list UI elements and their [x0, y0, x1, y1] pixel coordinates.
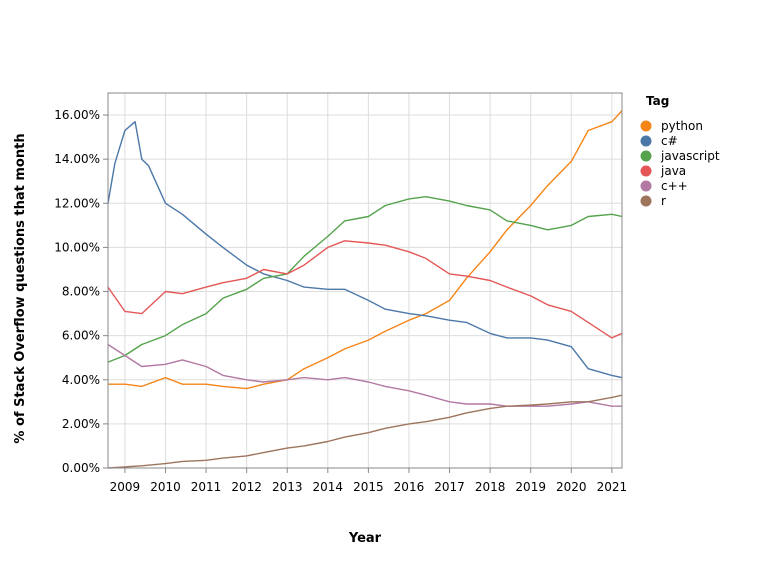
- x-tick-label: 2009: [110, 480, 141, 494]
- y-tick-label: 4.00%: [62, 373, 100, 387]
- series-line-c-: [107, 343, 622, 407]
- y-axis-title: % of Stack Overflow questions that month: [13, 133, 28, 443]
- legend-swatch: [640, 150, 652, 162]
- x-tick-label: 2015: [353, 480, 384, 494]
- x-tick-label: 2014: [313, 480, 344, 494]
- series-line-r: [107, 394, 623, 469]
- x-tick-label: 2021: [597, 480, 628, 494]
- x-tick-label: 2010: [150, 480, 181, 494]
- y-tick-label: 6.00%: [62, 329, 100, 343]
- y-tick-label: 14.00%: [54, 152, 100, 166]
- y-axis: 0.00% 2.00% 4.00% 6.00% 8.00% 10.00% 12.00% 14.…: [54, 108, 108, 475]
- x-tick-label: 2013: [272, 480, 303, 494]
- legend-label: java: [660, 164, 686, 178]
- y-tick-label: 12.00%: [54, 196, 100, 210]
- x-tick-label: 2016: [394, 480, 425, 494]
- x-axis: 2009 2010 2011 2012 2013 2014 2015 2016 2017 2018…: [110, 468, 627, 494]
- series-line-python: [108, 110, 623, 390]
- x-tick-label: 2011: [191, 480, 222, 494]
- y-tick-label: 10.00%: [54, 240, 100, 254]
- legend-title: Tag: [646, 94, 669, 108]
- x-tick-label: 2020: [556, 480, 587, 494]
- series-line-javascript: [107, 195, 623, 363]
- y-tick-label: 2.00%: [62, 417, 100, 431]
- legend-label: javascript: [660, 149, 720, 163]
- legend-label: python: [661, 119, 703, 133]
- series-line-java: [107, 240, 623, 339]
- series-lines: [107, 110, 623, 469]
- x-tick-label: 2019: [515, 480, 546, 494]
- y-tick-label: 16.00%: [54, 108, 100, 122]
- legend-swatch: [640, 135, 652, 147]
- grid: [108, 93, 622, 469]
- x-tick-label: 2017: [434, 480, 465, 494]
- x-tick-label: 2018: [475, 480, 506, 494]
- legend-swatch: [640, 180, 652, 192]
- legend-label: r: [661, 194, 666, 208]
- legend-swatch: [640, 120, 652, 132]
- plot-frame: [107, 92, 623, 469]
- legend-swatch: [640, 165, 652, 177]
- legend-label: c#: [661, 134, 678, 148]
- x-axis-title: Year: [348, 531, 382, 546]
- x-tick-label: 2012: [231, 480, 262, 494]
- legend-label: c++: [661, 179, 688, 193]
- y-tick-label: 8.00%: [62, 285, 100, 299]
- y-tick-label: 0.00%: [62, 461, 100, 475]
- series-line-c-: [107, 120, 623, 379]
- legend-swatch: [640, 195, 652, 207]
